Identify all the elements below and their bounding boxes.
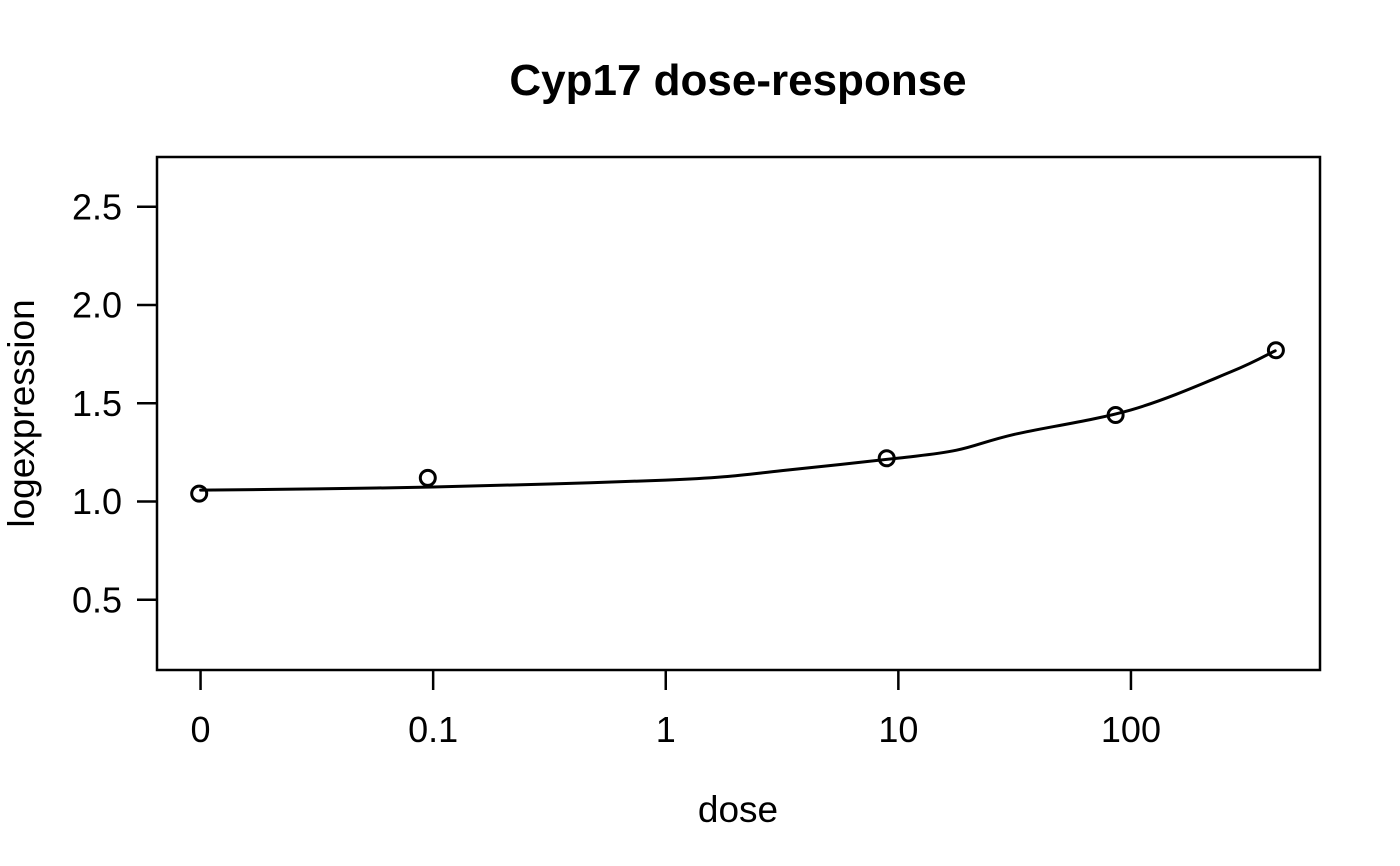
- x-axis-ticks: 0 0.1 1 10 100: [191, 670, 1161, 750]
- data-point-marker: [877, 449, 896, 468]
- data-point-marker: [190, 484, 209, 503]
- data-point-marker: [1266, 341, 1285, 360]
- data-point-marker: [418, 468, 437, 487]
- x-tick-label: 10: [878, 709, 918, 750]
- y-tick-label: 1.0: [72, 481, 122, 522]
- x-axis-title: dose: [698, 789, 778, 830]
- y-axis-ticks: 0.5 1.0 1.5 2.0 2.5: [72, 186, 157, 620]
- x-tick-label: 0.1: [408, 709, 458, 750]
- fitted-curve: [199, 349, 1277, 492]
- y-tick-label: 0.5: [72, 579, 122, 620]
- plot-frame: [155, 155, 1322, 672]
- y-axis-title: logexpression: [1, 299, 42, 527]
- x-tick-label: 100: [1101, 709, 1161, 750]
- x-tick-label: 1: [656, 709, 676, 750]
- data-point-marker: [1106, 406, 1125, 424]
- chart-title: Cyp17 dose-response: [509, 56, 966, 105]
- data-points: [190, 341, 1285, 503]
- y-tick-label: 2.5: [72, 186, 122, 227]
- y-tick-label: 1.5: [72, 383, 122, 424]
- x-tick-label: 0: [191, 709, 211, 750]
- y-tick-label: 2.0: [72, 285, 122, 326]
